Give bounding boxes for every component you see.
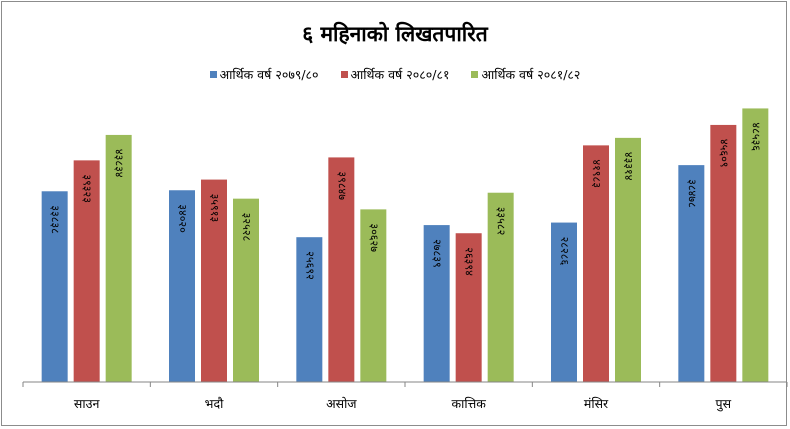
legend-label-2: आर्थिक वर्ष २०८०/८१ [350, 67, 450, 82]
x-tick-label-1: साउन [74, 396, 101, 411]
legend-swatch-3 [471, 71, 479, 78]
data-label-s1-c2: ३४०२० [176, 204, 189, 233]
bar-s2-c4 [455, 233, 482, 382]
data-label-s1-c6: ३८४७८ [685, 179, 698, 208]
data-label-s1-c4: २७८३९ [431, 239, 444, 268]
data-label-s2-c5: ४१९८३ [590, 159, 603, 188]
data-label-s3-c4: ३३५८२ [495, 207, 508, 236]
legend-item-1: आर्थिक वर्ष २०७९/८० [209, 66, 319, 83]
bar-s2-c3 [328, 157, 355, 382]
bar-s3-c3 [360, 209, 387, 382]
data-label-s3-c2: ३२५२८ [240, 213, 253, 242]
data-label-s3-c1: ४३८३४ [113, 149, 126, 178]
bar-s3-c6 [742, 108, 769, 382]
legend-item-3: आर्थिक वर्ष २०८१/८२ [471, 66, 580, 83]
data-label-s1-c3: २५६९२ [303, 251, 316, 280]
legend-swatch-1 [209, 71, 217, 78]
data-label-s2-c2: ३५९१३ [208, 194, 221, 223]
data-label-s2-c1: ३९३२३ [81, 174, 94, 203]
bar-s1-c5 [551, 222, 577, 382]
bar-s1-c3 [296, 237, 323, 382]
chart-title: ६ महिनाको लिखतपारित [302, 22, 488, 46]
data-label-s2-c6: ४५६०९ [717, 139, 730, 168]
legend-label-3: आर्थिक वर्ष २०८१/८२ [481, 67, 581, 82]
bar-s2-c6 [710, 124, 737, 382]
bar-s2-c2 [201, 179, 227, 382]
data-label-s1-c1: ३३८३८ [49, 205, 62, 234]
bar-s3-c2 [233, 198, 259, 382]
data-label-s1-c5: २८२८६ [558, 237, 571, 266]
bar-s1-c2 [169, 190, 195, 382]
bar-s1-c4 [423, 225, 450, 382]
data-label-s3-c3: ३०६२७ [367, 223, 380, 252]
data-label-s3-c5: ४३३१४ [622, 152, 635, 181]
x-tick-label-4: कात्तिक [452, 396, 487, 411]
legend-item-2: आर्थिक वर्ष २०८०/८१ [340, 66, 450, 83]
x-tick-label-2: भदौ [205, 396, 224, 411]
data-label-s2-c4: २६३९४ [463, 247, 476, 276]
bar-s3-c4 [487, 192, 514, 382]
bar-s2-c1 [73, 160, 100, 382]
bar-s3-c5 [615, 137, 641, 382]
x-tick-label-6: पुस [716, 396, 732, 412]
x-tick-label-5: मंसिर [584, 396, 609, 411]
bar-s2-c5 [583, 145, 609, 382]
legend-swatch-2 [340, 71, 348, 78]
data-label-s3-c6: ४८५३६ [749, 122, 762, 151]
x-tick-label-3: असोज [326, 396, 357, 411]
bar-s3-c1 [105, 134, 132, 382]
legend-label-1: आर्थिक वर्ष २०७९/८० [219, 67, 319, 82]
bar-s1-c6 [678, 165, 705, 382]
bar-s1-c1 [41, 191, 68, 382]
legend: आर्थिक वर्ष २०७९/८० आर्थिक वर्ष २०८०/८१ … [0, 66, 790, 83]
data-label-s2-c3: ३९८४७ [335, 171, 348, 200]
